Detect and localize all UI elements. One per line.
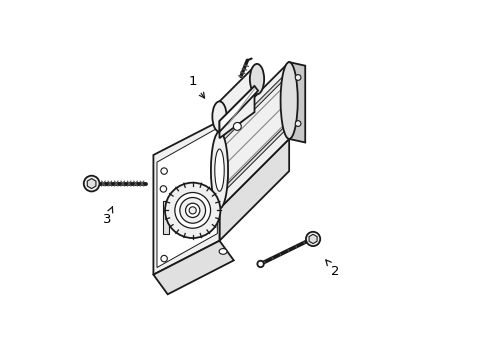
Polygon shape <box>87 179 96 189</box>
Ellipse shape <box>219 249 226 254</box>
Polygon shape <box>288 62 305 143</box>
Polygon shape <box>219 122 288 196</box>
Polygon shape <box>219 62 288 208</box>
Ellipse shape <box>180 198 205 223</box>
Circle shape <box>305 232 320 246</box>
Circle shape <box>83 176 99 192</box>
Ellipse shape <box>161 168 167 174</box>
Polygon shape <box>153 241 233 294</box>
Polygon shape <box>219 139 288 241</box>
Ellipse shape <box>189 207 196 214</box>
Ellipse shape <box>212 102 226 132</box>
Polygon shape <box>153 121 219 275</box>
Ellipse shape <box>249 64 264 94</box>
Polygon shape <box>157 128 217 267</box>
Text: 2: 2 <box>325 260 339 278</box>
Ellipse shape <box>295 121 300 126</box>
Polygon shape <box>308 234 316 244</box>
Ellipse shape <box>185 203 200 217</box>
Polygon shape <box>219 86 258 132</box>
Polygon shape <box>219 64 257 132</box>
Polygon shape <box>219 70 288 144</box>
Ellipse shape <box>214 149 224 191</box>
Ellipse shape <box>295 75 300 80</box>
Ellipse shape <box>161 255 167 262</box>
Ellipse shape <box>257 261 263 267</box>
Text: 1: 1 <box>188 75 204 98</box>
Ellipse shape <box>164 183 220 238</box>
Text: 3: 3 <box>102 207 112 226</box>
Ellipse shape <box>280 62 297 139</box>
Polygon shape <box>163 202 169 234</box>
Ellipse shape <box>233 122 241 130</box>
Polygon shape <box>219 86 254 138</box>
Ellipse shape <box>175 193 210 228</box>
Ellipse shape <box>160 186 166 192</box>
Ellipse shape <box>210 132 227 208</box>
